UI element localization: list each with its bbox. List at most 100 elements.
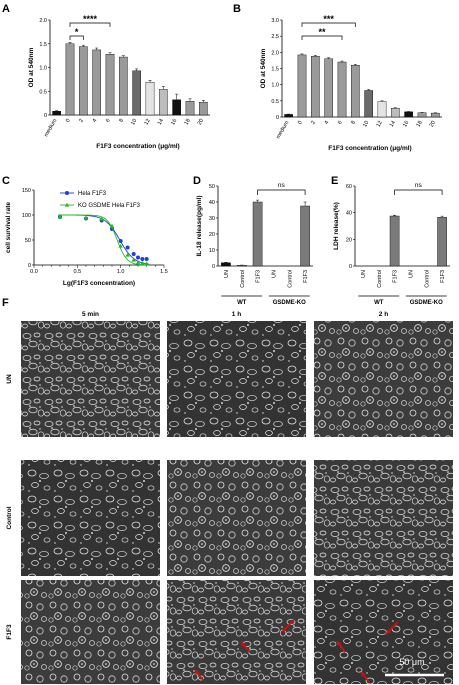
micrograph-image — [314, 321, 453, 437]
significance-label: * — [75, 27, 79, 37]
data-point — [118, 243, 123, 248]
x-tick-label: 2 — [310, 120, 317, 126]
y-tick-label: 3.0 — [271, 18, 279, 24]
x-tick-label: UN — [224, 270, 230, 278]
x-tick-label: Control — [424, 270, 430, 288]
bar — [158, 89, 168, 116]
legend-marker — [64, 202, 70, 207]
group-label: GSDME-KO — [273, 300, 306, 306]
bar — [132, 70, 142, 116]
y-tick-label: 150 — [22, 188, 31, 194]
y-tick-label: 40 — [209, 200, 215, 206]
scale-bar-label: 50 μm — [399, 657, 424, 667]
bar — [118, 56, 128, 116]
data-point — [131, 252, 136, 256]
x-tick-label: medium — [275, 120, 290, 140]
bar — [221, 262, 231, 267]
panel-f-label: F — [2, 297, 9, 309]
y-tick-label: 1.5 — [39, 42, 47, 48]
micrograph-image — [167, 321, 306, 437]
bar — [198, 101, 208, 116]
y-tick-label: 10 — [209, 248, 215, 254]
arrow-head — [361, 672, 366, 677]
bar — [300, 205, 310, 267]
data-point — [135, 260, 141, 265]
x-tick-label: 14 — [157, 118, 165, 126]
significance-label: **** — [83, 14, 98, 24]
data-point — [83, 215, 89, 220]
x-tick-label: 4 — [92, 118, 99, 124]
micrograph-image — [21, 580, 160, 684]
arrow-head — [282, 627, 287, 632]
bar — [52, 110, 61, 116]
arrow-head — [337, 641, 342, 646]
y-tick-label: 1.0 — [39, 66, 47, 72]
micrograph-image — [314, 460, 453, 576]
y-tick-label: 0 — [276, 115, 279, 121]
bar — [145, 82, 155, 116]
x-tick-label: Control — [240, 270, 246, 288]
x-tick-label: UN — [271, 270, 277, 278]
y-tick-label: 0 — [44, 113, 47, 119]
bar — [185, 101, 195, 116]
x-tick-label: medium — [43, 118, 58, 138]
x-tick-label: 12 — [143, 118, 151, 126]
bar — [297, 54, 307, 118]
micrograph-image — [314, 580, 453, 684]
data-point — [140, 257, 145, 261]
panel-e-chart: E 0 20 40 60 UN Control F1F3 UN Control F1F3 WT GSD… — [331, 175, 450, 306]
column-label: 5 min — [82, 311, 99, 318]
x-tick-label: 10 — [362, 120, 370, 128]
y-tick-label: 1.0 — [271, 83, 279, 89]
y-tick-label: 40 — [346, 211, 352, 217]
bar — [311, 56, 320, 118]
x-tick-label: 18 — [415, 120, 423, 128]
x-tick-label: 4 — [324, 120, 331, 126]
x-tick-label: 20 — [197, 118, 205, 126]
x-tick-label: 6 — [105, 118, 112, 124]
y-tick-label: 1.5 — [271, 67, 279, 73]
panel-f-micrographs: F 5 min 1 h 2 h UN Control F1F3 50 μm — [2, 297, 453, 684]
data-point — [118, 239, 123, 243]
y-tick-label: 0.5 — [39, 89, 47, 95]
bar — [437, 217, 447, 267]
bar — [105, 54, 115, 116]
significance-label: ns — [278, 182, 286, 189]
arrow-head — [386, 629, 391, 634]
micrograph-image — [167, 580, 306, 684]
x-tick-label: F1F3 — [440, 270, 446, 283]
y-tick-label: 0 — [349, 264, 352, 270]
y-tick-label: 2.0 — [271, 50, 279, 56]
micrograph-image — [21, 321, 160, 437]
bar — [92, 49, 101, 116]
significance-bracket — [394, 189, 443, 195]
legend-entry: KO GSDME Hela F1F3 — [78, 203, 141, 209]
y-tick-label: 20 — [209, 232, 215, 238]
x-tick-label: 20 — [429, 120, 437, 128]
panel-c-chart: C 0 50 100 150 0.0 0.5 1.0 1.5 Hela F1F3 KO GSDME… — [2, 175, 168, 287]
significance-bracket — [69, 35, 84, 40]
significance-label: *** — [323, 14, 334, 24]
data-point — [99, 216, 104, 221]
x-tick-label: 10 — [130, 118, 138, 126]
data-point — [136, 255, 140, 260]
y-axis-title: OD at 540nm — [260, 48, 267, 88]
data-point — [125, 245, 130, 250]
bar — [65, 43, 75, 116]
data-point — [144, 261, 149, 266]
panel-c-label: C — [2, 175, 10, 187]
legend-marker — [65, 191, 69, 195]
bar — [391, 108, 400, 118]
x-tick-label: 6 — [337, 120, 344, 126]
bar — [377, 101, 387, 118]
x-tick-label: 18 — [183, 118, 191, 126]
group-label: WT — [374, 300, 384, 306]
x-tick-label: 1.0 — [117, 269, 125, 275]
data-point — [125, 252, 130, 257]
bar — [324, 58, 333, 118]
y-tick-label: 2.5 — [271, 34, 279, 40]
data-point — [131, 257, 136, 262]
data-point — [109, 223, 115, 228]
